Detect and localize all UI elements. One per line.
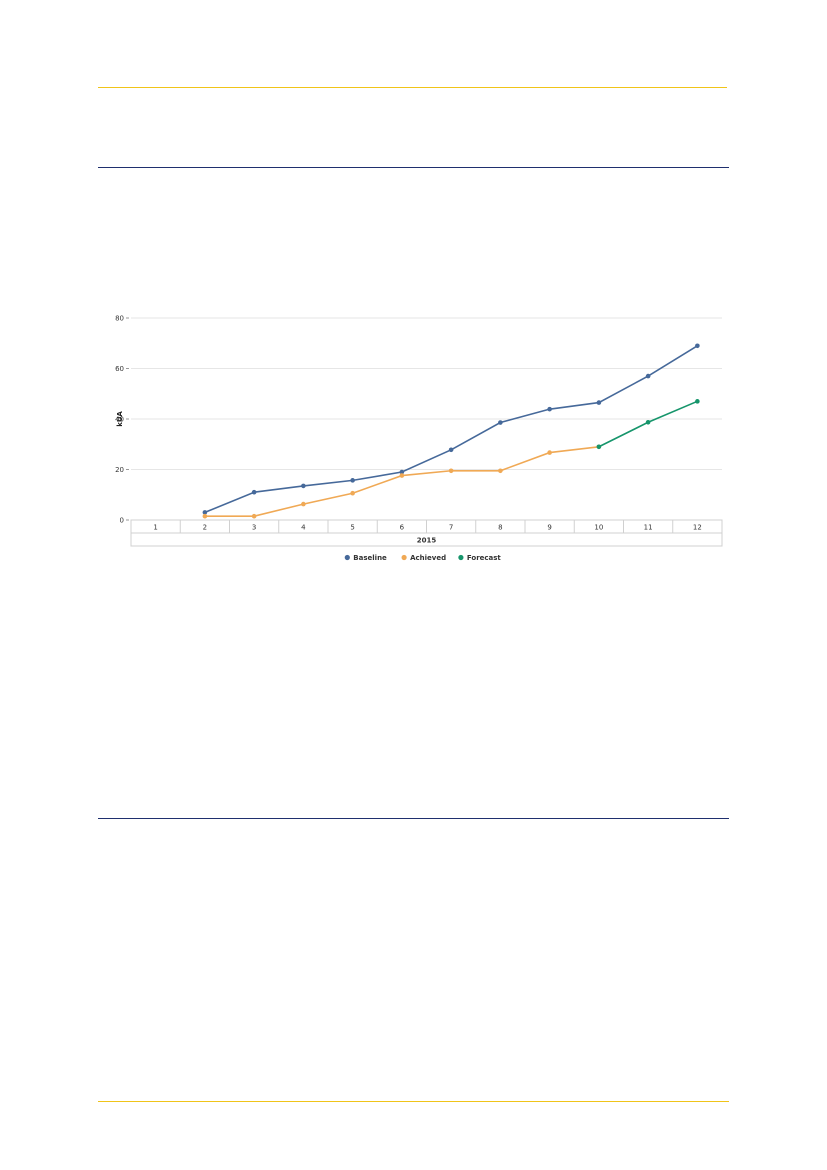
data-point-baseline — [645, 373, 651, 379]
y-tick-label: 40 — [115, 416, 124, 424]
data-point-forecast — [596, 444, 602, 450]
data-point-baseline — [202, 510, 208, 515]
data-point-achieved — [547, 450, 552, 455]
y-tick-label: 0 — [120, 517, 124, 525]
x-tick-label: 5 — [350, 524, 354, 532]
x-group-label: 2015 — [417, 537, 437, 545]
data-point-achieved — [498, 468, 503, 474]
legend-label-baseline: Baseline — [353, 554, 387, 562]
data-point-baseline — [350, 478, 355, 483]
data-point-achieved — [301, 501, 306, 507]
series-line-achieved — [204, 445, 599, 518]
data-point-baseline — [498, 420, 503, 425]
legend-marker-achieved — [401, 554, 407, 561]
data-point-forecast — [695, 399, 700, 404]
data-point-achieved — [399, 473, 405, 478]
x-tick-label: 8 — [498, 524, 502, 532]
x-tick-label: 4 — [301, 524, 306, 532]
header-rule — [98, 87, 727, 88]
data-point-achieved — [350, 490, 355, 496]
x-tick-label: 6 — [400, 524, 405, 532]
legend-label-achieved: Achieved — [410, 554, 446, 562]
data-point-baseline — [399, 469, 405, 475]
data-point-forecast — [645, 419, 651, 425]
series-lines — [202, 343, 700, 519]
data-point-baseline — [448, 447, 454, 453]
y-tick-label: 80 — [115, 315, 124, 323]
y-axis: 0 20 40 60 80 — [115, 315, 129, 525]
legend-marker-forecast — [458, 554, 464, 561]
footer-rule — [98, 1101, 729, 1102]
data-point-achieved — [251, 513, 257, 519]
x-tick-label: 11 — [644, 524, 653, 532]
data-point-baseline — [547, 406, 552, 412]
x-tick-label: 2 — [203, 524, 207, 532]
x-tick-label: 1 — [153, 524, 157, 532]
y-axis-title: kUA — [116, 411, 124, 427]
y-tick-label: 20 — [115, 466, 124, 474]
x-tick-label: 10 — [594, 524, 603, 532]
data-point-baseline — [596, 400, 602, 405]
legend: Baseline Achieved Forecast — [344, 554, 502, 562]
data-point-baseline — [695, 343, 700, 349]
data-point-baseline — [301, 483, 306, 489]
x-tick-label: 9 — [547, 524, 551, 532]
data-point-achieved — [202, 513, 208, 519]
series-line-baseline — [204, 345, 698, 514]
legend-label-forecast: Forecast — [467, 554, 502, 562]
section-rule-bottom — [98, 818, 729, 819]
x-tick-label: 3 — [252, 524, 256, 532]
x-tick-label: 12 — [693, 524, 702, 532]
y-tick-label: 60 — [115, 365, 124, 373]
section-rule-top — [98, 167, 729, 168]
x-tick-label: 7 — [449, 524, 453, 532]
legend-marker-baseline — [344, 554, 350, 561]
data-point-baseline — [251, 489, 257, 495]
chart-gridlines — [131, 317, 722, 470]
data-point-achieved — [448, 468, 454, 474]
